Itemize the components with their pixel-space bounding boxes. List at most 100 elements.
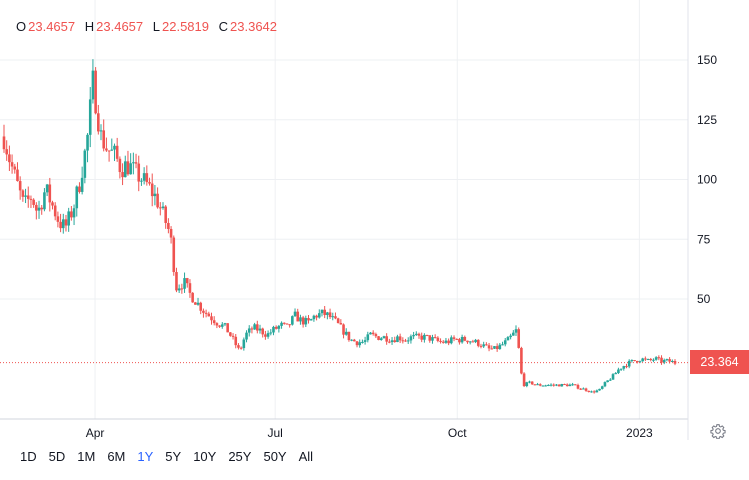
candle — [627, 359, 631, 369]
candle-body — [336, 318, 340, 324]
candle — [455, 338, 459, 340]
candle — [447, 338, 450, 346]
candle-body — [13, 166, 17, 170]
candle-body — [361, 341, 364, 343]
candle-body — [630, 360, 634, 362]
candle — [512, 330, 515, 336]
candle — [363, 336, 367, 345]
candle — [172, 235, 176, 276]
candle — [417, 332, 421, 339]
candle — [35, 202, 38, 220]
range-button-25y[interactable]: 25Y — [228, 449, 252, 464]
candle — [196, 297, 200, 306]
candle-body — [584, 388, 588, 391]
candle-body — [398, 336, 402, 341]
y-tick-label: 125 — [697, 113, 717, 127]
candle — [428, 335, 432, 343]
candle-body — [331, 316, 335, 318]
candle-body — [493, 346, 496, 349]
candle-body — [53, 205, 57, 217]
candle-body — [45, 184, 49, 193]
candle-body — [468, 341, 472, 343]
candle-body — [274, 326, 278, 329]
candle — [635, 360, 639, 364]
candle-body — [479, 345, 483, 347]
candle-body — [24, 195, 27, 197]
candle — [509, 333, 512, 340]
candle-body — [366, 334, 370, 341]
candle-body — [72, 208, 76, 218]
candle — [493, 345, 496, 350]
candle — [70, 205, 73, 221]
candle-body — [88, 99, 92, 135]
candle-body — [2, 136, 6, 150]
range-button-1d[interactable]: 1D — [20, 449, 37, 464]
candle — [563, 383, 566, 386]
candle — [401, 337, 405, 344]
candle — [277, 324, 281, 333]
candle — [32, 198, 35, 208]
candle — [220, 322, 224, 329]
candle — [250, 326, 254, 334]
range-button-10y[interactable]: 10Y — [193, 449, 217, 464]
candle-body — [61, 219, 65, 229]
candle-body — [625, 366, 628, 368]
candle — [649, 357, 653, 362]
candle — [61, 213, 65, 234]
candle — [587, 390, 591, 393]
range-button-1m[interactable]: 1M — [77, 449, 96, 464]
candle — [571, 382, 574, 386]
candle — [662, 358, 666, 365]
candle-body — [8, 154, 11, 163]
range-button-5y[interactable]: 5Y — [165, 449, 182, 464]
candle — [121, 163, 124, 186]
candle — [584, 387, 588, 392]
candle — [369, 332, 372, 335]
candle — [439, 338, 442, 344]
candle-body — [5, 149, 8, 155]
gear-icon[interactable] — [710, 423, 726, 439]
candle-body — [431, 337, 434, 341]
candle-body — [344, 331, 348, 335]
candle — [264, 330, 267, 340]
candle-body — [91, 70, 95, 100]
candle-body — [533, 384, 537, 386]
candle-body — [67, 211, 70, 226]
candle — [169, 226, 173, 244]
candle-body — [323, 309, 326, 316]
range-button-1y[interactable]: 1Y — [137, 449, 154, 464]
range-button-6m[interactable]: 6M — [107, 449, 126, 464]
candle-body — [657, 357, 661, 359]
candle — [40, 205, 44, 215]
candle — [234, 333, 238, 349]
candle-body — [549, 384, 553, 386]
candle — [517, 327, 521, 349]
candle — [43, 188, 46, 212]
candle-body — [609, 379, 612, 381]
candle — [80, 166, 84, 195]
candle — [450, 335, 453, 345]
range-button-all[interactable]: All — [298, 449, 314, 464]
candle-body — [439, 340, 442, 342]
candle-body — [18, 181, 22, 191]
candle — [326, 311, 329, 320]
candle-body — [347, 331, 351, 341]
candle-body — [660, 357, 663, 363]
candle — [113, 143, 116, 162]
candle-body — [196, 302, 200, 305]
candle-body — [528, 381, 531, 383]
candle — [336, 317, 340, 324]
candle-body — [509, 335, 512, 338]
candle-body — [463, 336, 467, 341]
range-button-50y[interactable]: 50Y — [263, 449, 287, 464]
candle-body — [619, 368, 623, 370]
candle — [396, 334, 399, 343]
range-button-5d[interactable]: 5D — [48, 449, 66, 464]
candle — [320, 309, 324, 317]
candle-body — [595, 390, 599, 393]
candle-body — [56, 216, 60, 222]
candle-body — [592, 391, 596, 393]
candle-body — [10, 162, 14, 167]
